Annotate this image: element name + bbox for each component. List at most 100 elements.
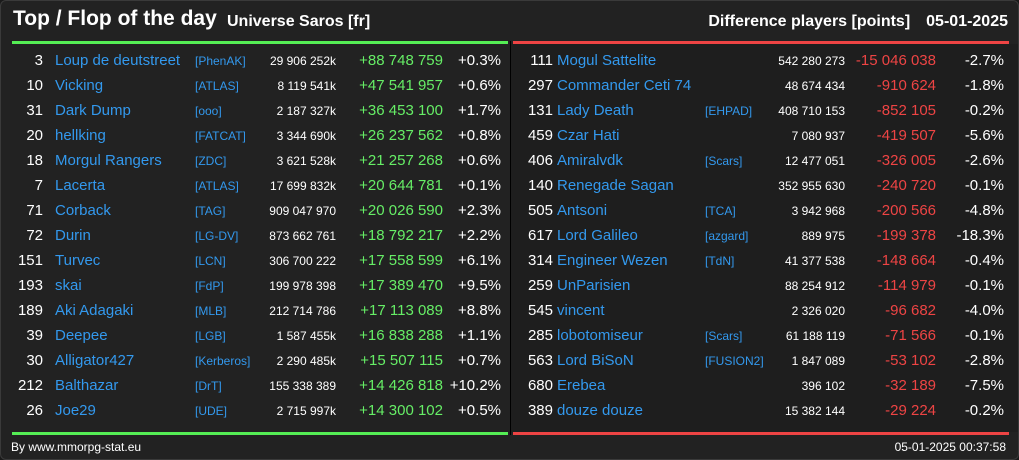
alliance-tag-link[interactable]: [MLB]: [195, 304, 227, 318]
points-difference: -910 624: [876, 77, 936, 94]
player-name-link[interactable]: Antsoni: [557, 202, 608, 219]
player-rank: 131: [527, 102, 553, 119]
alliance-tag-link[interactable]: [DrT]: [195, 379, 222, 393]
player-row: 31 Dark Dump [ooo] 2 187 327k +36 453 100 +1.…: [1, 99, 510, 124]
player-name-link[interactable]: Engineer Wezen: [557, 252, 668, 269]
player-rank: 72: [26, 227, 43, 244]
player-rank: 7: [34, 177, 43, 194]
alliance-tag-link[interactable]: [Scars]: [705, 154, 743, 168]
player-name-link[interactable]: Lady Death: [557, 102, 634, 119]
player-row: 72 Durin [LG-DV] 873 662 761 +18 792 217 +2.2…: [1, 224, 510, 249]
player-rank: 285: [527, 327, 553, 344]
player-name-link[interactable]: vincent: [557, 302, 605, 319]
footer-source-link[interactable]: By www.mmorpg-stat.eu: [11, 440, 142, 454]
player-name-link[interactable]: Morgul Rangers: [55, 152, 162, 169]
alliance-tag-link[interactable]: [ATLAS]: [195, 79, 239, 93]
alliance-tag-link[interactable]: [TCA]: [705, 204, 736, 218]
player-points: 408 710 153: [778, 104, 845, 118]
player-name-link[interactable]: Lord Galileo: [557, 227, 638, 244]
player-name-link[interactable]: Czar Hati: [557, 127, 620, 144]
player-rank: 26: [26, 402, 43, 419]
percent-change: +0.5%: [458, 402, 501, 419]
player-points: 3 942 968: [791, 204, 845, 218]
player-name-link[interactable]: Durin: [55, 227, 91, 244]
player-row: 459 Czar Hati 7 080 937 -419 507 -5.6%: [511, 124, 1018, 149]
player-name-link[interactable]: Mogul Sattelite: [557, 52, 657, 69]
player-name-link[interactable]: Dark Dump: [55, 102, 131, 119]
alliance-tag-link[interactable]: [LCN]: [195, 254, 226, 268]
player-name-link[interactable]: douze douze: [557, 402, 643, 419]
player-points: 48 674 434: [784, 79, 845, 93]
player-rank: 193: [17, 277, 43, 294]
player-name-link[interactable]: Lacerta: [55, 177, 106, 194]
player-name-link[interactable]: hellking: [55, 127, 106, 144]
player-name-link[interactable]: Corback: [55, 202, 111, 219]
percent-change: -18.3%: [956, 227, 1004, 244]
player-name-link[interactable]: Turvec: [55, 252, 101, 269]
player-points: 29 906 252k: [269, 54, 336, 68]
player-name-link[interactable]: UnParisien: [557, 277, 631, 294]
player-name-link[interactable]: Erebea: [557, 377, 606, 394]
alliance-tag-link[interactable]: [UDE]: [195, 404, 228, 418]
player-row: 39 Deepee [LGB] 1 587 455k +16 838 288 +1.1%: [1, 324, 510, 349]
alliance-tag-link[interactable]: [LGB]: [195, 329, 226, 343]
player-row: 30 Alligator427 [Kerberos] 2 290 485k +15 50…: [1, 349, 510, 374]
player-name-link[interactable]: Joe29: [55, 402, 96, 419]
player-name-link[interactable]: lobotomiseur: [557, 327, 643, 344]
player-row: 71 Corback [TAG] 909 047 970 +20 026 590 +2.3…: [1, 199, 510, 224]
player-rank: 71: [26, 202, 43, 219]
alliance-tag-link[interactable]: [FdP]: [195, 279, 224, 293]
alliance-tag-link[interactable]: [LG-DV]: [195, 229, 239, 243]
alliance-tag-link[interactable]: [FUSION2]: [705, 354, 764, 368]
player-row: 406 Amiralvdk [Scars] 12 477 051 -326 005 -2.…: [511, 149, 1018, 174]
player-rank: 31: [26, 102, 43, 119]
percent-change: -0.1%: [964, 327, 1004, 344]
player-rank: 18: [26, 152, 43, 169]
percent-change: -5.6%: [964, 127, 1004, 144]
player-name-link[interactable]: Commander Ceti 74: [557, 77, 692, 94]
alliance-tag-link[interactable]: [Scars]: [705, 329, 743, 343]
alliance-tag-link[interactable]: [PhenAK]: [195, 54, 246, 68]
player-name-link[interactable]: Aki Adagaki: [55, 302, 134, 319]
alliance-tag-link[interactable]: [Kerberos]: [195, 354, 251, 368]
player-name-link[interactable]: Balthazar: [55, 377, 119, 394]
percent-change: +0.6%: [458, 152, 501, 169]
player-points: 2 715 997k: [276, 404, 336, 418]
alliance-tag-link[interactable]: [azgard]: [705, 229, 749, 243]
points-difference: +20 644 781: [359, 177, 443, 194]
player-rank: 314: [527, 252, 553, 269]
alliance-tag-link[interactable]: [ooo]: [195, 104, 222, 118]
player-rank: 297: [527, 77, 553, 94]
player-name-link[interactable]: Loup de deutstreet: [55, 52, 181, 69]
alliance-tag-link[interactable]: [TAG]: [195, 204, 226, 218]
player-points: 889 975: [801, 229, 845, 243]
top-players-list: 3 Loup de deutstreet [PhenAK] 29 906 252k +8…: [1, 49, 510, 424]
player-name-link[interactable]: Deepee: [55, 327, 108, 344]
player-rank: 563: [527, 352, 553, 369]
percent-change: -0.1%: [964, 177, 1004, 194]
player-row: 111 Mogul Sattelite 542 280 273 -15 046 038…: [511, 49, 1018, 74]
alliance-tag-link[interactable]: [ZDC]: [195, 154, 227, 168]
player-name-link[interactable]: Renegade Sagan: [557, 177, 674, 194]
player-name-link[interactable]: skai: [55, 277, 82, 294]
player-rank: 259: [527, 277, 553, 294]
alliance-tag-link[interactable]: [TdN]: [705, 254, 735, 268]
player-points: 12 477 051: [784, 154, 845, 168]
alliance-tag-link[interactable]: [FATCAT]: [195, 129, 246, 143]
points-difference: -200 566: [876, 202, 936, 219]
percent-change: +2.3%: [458, 202, 501, 219]
player-name-link[interactable]: Alligator427: [55, 352, 135, 369]
player-rank: 505: [527, 202, 553, 219]
player-points: 88 254 912: [784, 279, 845, 293]
player-name-link[interactable]: Vicking: [55, 77, 104, 94]
player-row: 680 Erebea 396 102 -32 189 -7.5%: [511, 374, 1018, 399]
alliance-tag-link[interactable]: [EHPAD]: [705, 104, 753, 118]
percent-change: -0.1%: [964, 277, 1004, 294]
player-row: 259 UnParisien 88 254 912 -114 979 -0.1%: [511, 274, 1018, 299]
player-name-link[interactable]: Amiralvdk: [557, 152, 623, 169]
alliance-tag-link[interactable]: [ATLAS]: [195, 179, 239, 193]
header: Top / Flop of the day Universe Saros [fr…: [1, 1, 1018, 41]
player-name-link[interactable]: Lord BiSoN: [557, 352, 634, 369]
player-rank: 30: [26, 352, 43, 369]
points-difference: +16 838 288: [359, 327, 443, 344]
